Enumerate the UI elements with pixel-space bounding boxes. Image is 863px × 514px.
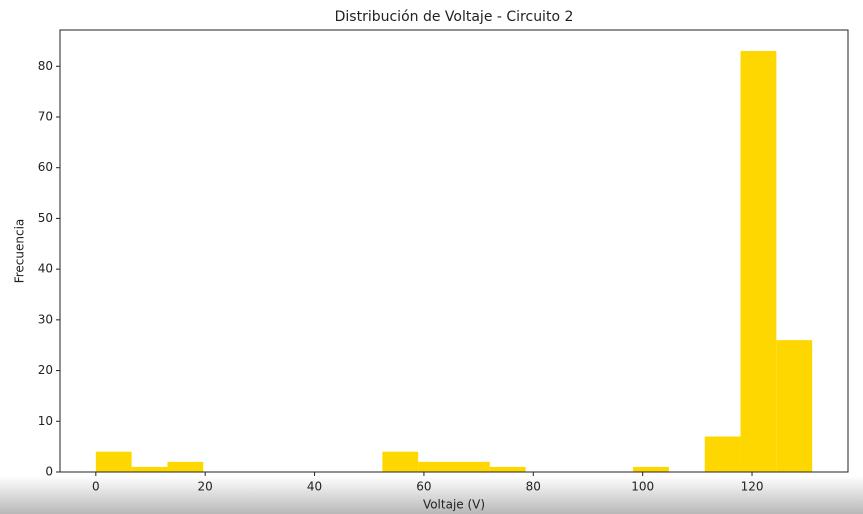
chart-title: Distribución de Voltaje - Circuito 2 — [335, 9, 574, 25]
x-tick-label: 60 — [416, 480, 431, 494]
bar — [95, 451, 132, 472]
bar — [633, 466, 669, 472]
x-tick-label: 120 — [741, 480, 764, 494]
bar — [740, 51, 777, 473]
bar — [776, 340, 813, 472]
x-tick-label: 0 — [92, 480, 100, 494]
bar — [131, 466, 168, 472]
y-tick-label: 40 — [38, 262, 53, 276]
y-tick-label: 70 — [38, 109, 53, 123]
bottom-shade — [0, 476, 863, 514]
y-tick-label: 50 — [38, 211, 53, 225]
y-tick-label: 30 — [38, 312, 53, 326]
y-axis-label: Frecuencia — [13, 219, 27, 284]
bar — [418, 461, 454, 472]
y-tick-label: 10 — [38, 414, 53, 428]
bar — [382, 451, 419, 472]
bar — [454, 461, 490, 472]
y-tick-label: 20 — [38, 363, 53, 377]
y-tick-label: 0 — [45, 465, 53, 479]
bar — [704, 436, 741, 472]
x-tick-label: 20 — [198, 480, 213, 494]
x-tick-label: 40 — [307, 480, 322, 494]
y-tick-label: 80 — [38, 59, 53, 73]
y-tick-label: 60 — [38, 160, 53, 174]
x-axis-label: Voltaje (V) — [423, 498, 485, 512]
axes-frame — [59, 29, 849, 473]
bar — [489, 466, 526, 472]
x-tick-label: 80 — [526, 480, 541, 494]
x-tick-label: 100 — [631, 480, 654, 494]
bar — [167, 461, 204, 472]
